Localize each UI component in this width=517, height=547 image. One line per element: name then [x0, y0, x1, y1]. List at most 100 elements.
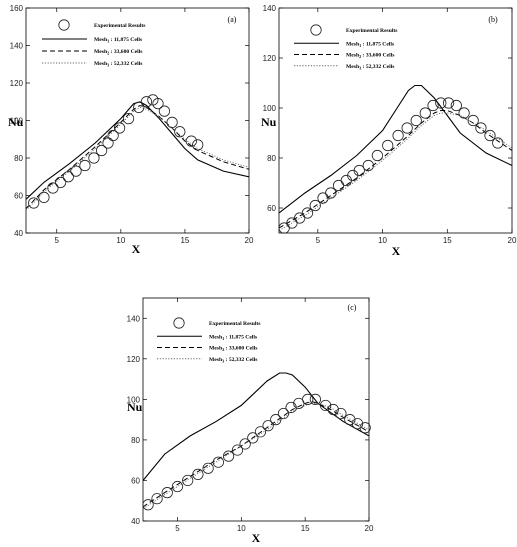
experimental-point [309, 393, 321, 405]
experimental-point [294, 212, 306, 224]
legend-label-mesh2: Mesh2 : 33,600 Cells [346, 53, 395, 60]
experimental-point [107, 129, 119, 142]
legend-label-mesh1: Mesh1 : 11,875 Cells [346, 41, 395, 48]
x-tick-label: 5 [316, 236, 321, 245]
legend: Experimental Results Mesh1 : 11,875 Cells… [294, 24, 398, 71]
y-tick-label: 40 [131, 517, 140, 526]
panel-label: (c) [348, 303, 357, 312]
experimental-point [371, 149, 383, 162]
series-line-mesh3 [26, 106, 249, 211]
experimental-point [410, 114, 422, 127]
experimental-point [278, 222, 290, 234]
plot-frame [278, 7, 513, 234]
experimental-point [458, 107, 470, 119]
experimental-point [392, 129, 404, 142]
experimental-point [362, 159, 374, 172]
y-tick-label: 160 [10, 4, 24, 13]
legend-label-experimental: Experimental Results [94, 23, 146, 29]
experimental-point [212, 456, 224, 468]
x-tick-label: 15 [443, 236, 452, 245]
series-line-mesh2 [26, 104, 249, 209]
experimental-point [277, 407, 290, 420]
experimental-point [327, 403, 339, 416]
legend-marker-experimental [310, 24, 322, 36]
experimental-point [47, 182, 59, 194]
experimental-point [475, 122, 487, 134]
series-line-mesh1 [26, 101, 249, 200]
experimental-point [435, 97, 447, 109]
experimental-point [166, 116, 178, 128]
x-tick-label: 15 [301, 524, 310, 533]
legend-label-mesh3: Mesh3 : 52,332 Cells [209, 357, 258, 364]
y-tick-label: 100 [263, 104, 277, 113]
experimental-point [62, 171, 74, 183]
legend-label-mesh2: Mesh2 : 33,600 Cells [94, 49, 143, 56]
x-tick-label: 20 [508, 236, 517, 245]
y-tick-label: 80 [267, 154, 276, 163]
x-tick-label: 10 [237, 524, 246, 533]
experimental-point [484, 129, 496, 142]
panel-label: (a) [228, 15, 237, 24]
series-line-mesh3 [279, 112, 512, 231]
experimental-point [151, 493, 163, 505]
chart-panel-2: 60 80 100 120 140 5 10 15 20 Nu X (b) Experimental R… [261, 4, 517, 258]
y-tick-label: 60 [267, 204, 276, 213]
experimental-point [174, 126, 186, 138]
chart-panel-1: 40 60 80 100 120 140 160 5 10 15 20 Nu X (a) Experimen… [8, 4, 254, 256]
legend: Experimental Results Mesh1 : 11,875 Cells… [157, 317, 261, 364]
experimental-point [96, 144, 108, 157]
x-tick-label: 5 [55, 236, 60, 245]
experimental-point [450, 99, 462, 112]
x-axis-label: X [132, 242, 141, 256]
experimental-point [301, 207, 314, 219]
experimental-point [142, 499, 154, 511]
experimental-point [302, 393, 314, 405]
experimental-point [254, 426, 267, 438]
x-axis-label: X [392, 244, 401, 258]
legend-label-mesh3: Mesh3 : 52,332 Cells [346, 64, 395, 71]
y-axis-label: Nu [8, 115, 24, 129]
legend-label-mesh1: Mesh1 : 11,875 Cells [209, 334, 258, 341]
experimental-point [247, 432, 259, 444]
y-tick-label: 100 [10, 117, 24, 126]
experimental-point [419, 107, 431, 119]
x-tick-label: 20 [365, 524, 374, 533]
experimental-point [239, 438, 251, 450]
y-tick-label: 80 [14, 154, 23, 163]
series-line-mesh1 [143, 372, 369, 481]
legend: Experimental Results Mesh1 : 11,875 Cells… [42, 19, 146, 68]
experimental-point [192, 468, 204, 480]
legend-marker-experimental [173, 317, 185, 329]
experimental-point [325, 187, 337, 199]
y-tick-label: 120 [127, 355, 141, 364]
experimental-point [309, 199, 321, 212]
legend-label-mesh3: Mesh3 : 52,332 Cells [94, 61, 143, 68]
experimental-point [192, 139, 204, 151]
experimental-point [222, 450, 235, 462]
legend-marker-experimental [58, 19, 70, 31]
experimental-point [133, 101, 145, 113]
chart-panel-3: 40 60 80 100 120 140 5 10 15 20 Nu X (c) Experimental… [127, 297, 374, 545]
experimental-point [88, 152, 100, 164]
panel-label: (b) [488, 15, 498, 24]
experimental-point [359, 422, 371, 434]
experimental-point [467, 114, 479, 127]
x-tick-label: 15 [180, 236, 189, 245]
legend-label-experimental: Experimental Results [346, 28, 398, 34]
experimental-point [171, 480, 184, 493]
x-tick-label: 10 [378, 236, 387, 245]
series-line-mesh3 [143, 402, 369, 510]
x-tick-label: 10 [116, 236, 125, 245]
y-tick-label: 80 [131, 436, 140, 445]
experimental-point [319, 399, 332, 412]
y-tick-label: 140 [10, 42, 24, 51]
experimental-point [347, 169, 359, 182]
experimental-point [122, 113, 135, 125]
x-tick-label: 5 [175, 524, 180, 533]
y-tick-label: 60 [14, 192, 23, 201]
experimental-point [182, 474, 194, 487]
y-tick-label: 100 [127, 395, 141, 404]
experimental-point [185, 135, 197, 147]
y-tick-label: 120 [10, 79, 24, 88]
experimental-point [401, 122, 413, 134]
